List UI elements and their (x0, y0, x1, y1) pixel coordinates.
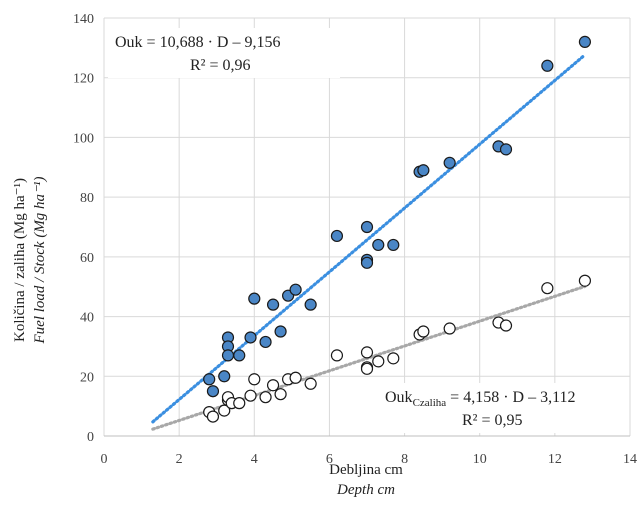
data-point-white (499, 319, 513, 332)
x-tick-label: 10 (473, 452, 487, 467)
data-point-blue (330, 229, 344, 243)
x-tick-label: 6 (326, 452, 333, 467)
data-point-white (206, 410, 220, 423)
data-point-blue (259, 335, 272, 349)
x-tick-label: 14 (623, 452, 637, 467)
data-point-white (259, 391, 272, 404)
data-point-blue (443, 156, 456, 169)
trendline-blue (151, 53, 587, 424)
gridlines (103, 17, 631, 437)
data-point-white (387, 352, 400, 365)
data-point-blue (578, 35, 592, 48)
x-axis-label-en: Depth cm (336, 482, 395, 498)
equation-gray-rest: = 4,158 · D – 3,112 (446, 389, 575, 406)
data-point-blue (360, 256, 374, 269)
data-point-blue (248, 292, 261, 305)
x-tick-labels: 0 2 4 6 8 10 12 14 (101, 452, 638, 467)
y-tick-label: 20 (80, 370, 94, 385)
data-points (203, 35, 592, 423)
data-point-white (360, 362, 374, 375)
data-point-white (248, 373, 261, 386)
data-point-white (541, 282, 554, 295)
data-point-blue (387, 238, 400, 252)
data-point-white (266, 379, 280, 392)
data-point-blue (499, 143, 513, 156)
data-point-white (330, 349, 344, 362)
data-point-white (578, 274, 592, 287)
data-point-white (274, 388, 287, 401)
equation-box-gray: OukCzaliha = 4,158 · D – 3,112 R² = 0,95 (378, 383, 628, 433)
equation-gray-subscript: Czaliha (413, 397, 447, 409)
data-point-blue (266, 298, 280, 311)
x-tick-label: 0 (101, 452, 108, 467)
equation-gray-prefix: Ouk (385, 389, 413, 406)
data-point-blue (233, 349, 246, 362)
data-point-blue (541, 59, 554, 72)
r2-blue: R² = 0,96 (190, 57, 251, 74)
y-tick-label: 40 (80, 311, 94, 326)
data-point-blue (244, 331, 257, 344)
data-point-blue (304, 298, 317, 311)
y-tick-label: 100 (73, 131, 94, 146)
equation-box-blue: Ouk = 10,688 · D – 9,156 R² = 0,96 (108, 28, 340, 78)
y-tick-label: 80 (80, 191, 94, 206)
y-tick-label: 60 (80, 251, 94, 266)
data-point-white (289, 371, 302, 384)
y-tick-labels: 0 20 40 60 80 100 120 140 (73, 12, 94, 445)
x-tick-label: 4 (251, 452, 258, 467)
data-point-blue (203, 373, 216, 386)
x-tick-label: 8 (401, 452, 408, 467)
data-point-blue (274, 325, 287, 338)
data-point-white (233, 397, 246, 410)
y-tick-label: 120 (73, 72, 94, 87)
data-point-blue (206, 385, 220, 398)
x-tick-label: 12 (548, 452, 562, 467)
data-point-white (304, 377, 317, 390)
data-point-blue (360, 220, 374, 234)
r2-gray: R² = 0,95 (462, 412, 523, 429)
x-axis-label: Debljina cm (329, 462, 403, 478)
equation-gray: OukCzaliha = 4,158 · D – 3,112 (385, 389, 575, 409)
data-point-blue (372, 238, 385, 252)
data-point-blue (289, 283, 302, 296)
data-point-blue (218, 370, 231, 383)
data-point-white (360, 346, 374, 359)
data-point-white (372, 355, 385, 368)
y-tick-label: 140 (73, 12, 94, 27)
data-point-white (218, 404, 231, 417)
y-axis-label: Količina / zaliha (Mg ha⁻¹) (12, 178, 28, 342)
data-point-white (244, 389, 257, 402)
data-point-blue (417, 164, 430, 177)
data-point-blue (221, 349, 235, 362)
data-point-white (417, 325, 430, 338)
y-axis-label-en: Fuel load / Stock (Mg ha⁻¹) (32, 177, 48, 345)
equation-blue: Ouk = 10,688 · D – 9,156 (115, 34, 280, 51)
x-tick-label: 2 (176, 452, 183, 467)
y-tick-label: 0 (87, 430, 94, 445)
data-point-white (443, 322, 456, 335)
